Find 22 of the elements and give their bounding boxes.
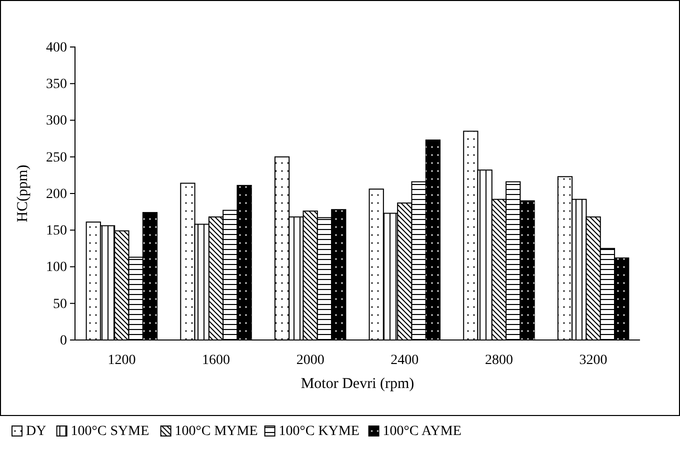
y-tick-label: 400: [46, 40, 67, 56]
y-tick-label: 100: [46, 260, 67, 276]
y-tick-label: 250: [46, 150, 67, 166]
legend-label: 100°C AYME: [382, 424, 462, 439]
x-tick-label: 2000: [296, 353, 324, 368]
y-tick-label: 150: [46, 224, 67, 239]
x-tick-label: 2400: [390, 353, 419, 368]
legend-label: 100°C SYME: [70, 424, 150, 439]
y-tick-label: 200: [46, 186, 67, 202]
legend-label: 100°C KYME: [278, 424, 360, 439]
legend-label: 100°C MYME: [174, 424, 258, 439]
legend-label: DY: [26, 424, 46, 439]
x-tick-label: 2800: [484, 353, 513, 368]
x-tick-label: 1600: [202, 353, 230, 368]
y-axis-title: HC(ppm): [15, 164, 31, 222]
y-tick-label: 50: [53, 296, 67, 312]
y-tick-label: 350: [46, 77, 67, 92]
x-tick-label: 1200: [108, 353, 136, 368]
x-tick-label: 3200: [579, 353, 608, 368]
x-axis-title: Motor Devri (rpm): [300, 376, 414, 392]
y-tick-label: 0: [60, 333, 67, 348]
y-tick-label: 300: [46, 114, 67, 129]
